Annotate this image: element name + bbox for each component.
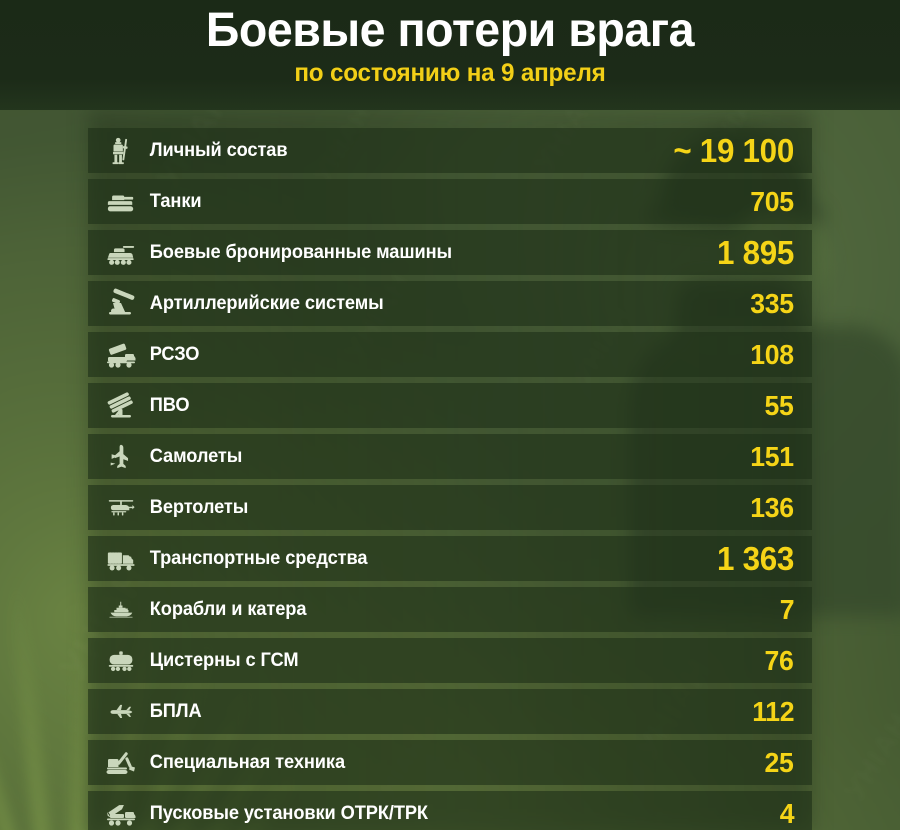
table-row: Личный состав ~ 19 100 [88,128,812,173]
armored-vehicle-icon [98,235,144,271]
truck-icon [98,541,144,577]
tank-icon [98,184,144,220]
row-value: 705 [750,185,794,217]
artillery-icon [98,286,144,322]
row-value: 4 [779,797,794,829]
row-label: Цистерны с ГСМ [149,649,299,671]
row-label: Вертолеты [149,496,249,518]
table-row: Боевые бронированные машины 1 895 [88,230,812,275]
table-row: БПЛА 112 [88,689,812,734]
row-value: 335 [750,287,794,319]
row-value: ~ 19 100 [673,131,794,169]
row-label: Боевые бронированные машины [149,241,452,263]
row-value: 76 [764,644,794,676]
air-defense-icon [98,388,144,424]
page-title: Боевые потери врага [205,4,695,57]
helicopter-icon [98,490,144,526]
header-banner: Боевые потери врага по состоянию на 9 ап… [0,0,900,110]
row-label: Танки [149,190,202,212]
row-value: 7 [779,593,794,625]
row-value: 1 363 [716,539,794,577]
page-subtitle: по состоянию на 9 апреля [294,59,606,88]
fuel-tanker-icon [98,643,144,679]
row-value: 136 [750,491,794,523]
drone-icon [98,694,144,730]
table-row: РСЗО 108 [88,332,812,377]
table-row: Танки 705 [88,179,812,224]
soldier-icon [98,133,144,169]
row-label: Специальная техника [149,751,345,773]
table-row: Цистерны с ГСМ 76 [88,638,812,683]
row-label: Артиллерийские системы [149,292,384,314]
excavator-icon [98,745,144,781]
row-value: 151 [750,440,794,472]
row-value: 1 895 [716,233,794,271]
row-label: РСЗО [149,343,200,365]
missile-launcher-icon [98,796,144,830]
row-value: 25 [764,746,794,778]
row-label: Самолеты [149,445,243,467]
row-label: ПВО [149,394,190,416]
row-label: Корабли и катера [149,598,307,620]
table-row: Специальная техника 25 [88,740,812,785]
warship-icon [98,592,144,628]
losses-table: Личный состав ~ 19 100 Танки 705 Боевые бр… [88,128,812,830]
row-label: БПЛА [149,700,202,722]
airplane-icon [98,439,144,475]
table-row: Самолеты 151 [88,434,812,479]
table-row: Вертолеты 136 [88,485,812,530]
row-value: 112 [751,695,794,727]
row-label: Транспортные средства [149,547,368,569]
row-label: Пусковые установки ОТРК/ТРК [149,802,428,824]
table-row: Пусковые установки ОТРК/ТРК 4 [88,791,812,830]
table-row: ПВО 55 [88,383,812,428]
table-row: Корабли и катера 7 [88,587,812,632]
mlrs-icon [98,337,144,373]
table-row: Артиллерийские системы 335 [88,281,812,326]
row-label: Личный состав [149,139,288,161]
row-value: 108 [750,338,794,370]
row-value: 55 [764,389,794,421]
table-row: Транспортные средства 1 363 [88,536,812,581]
